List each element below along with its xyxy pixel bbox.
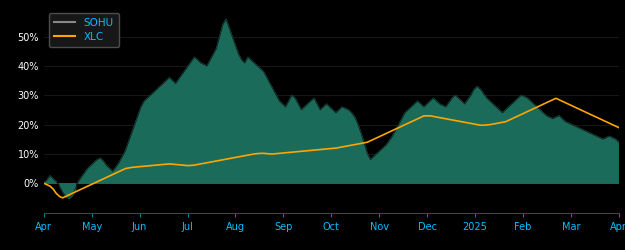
Legend: SOHU, XLC: SOHU, XLC	[49, 13, 119, 47]
